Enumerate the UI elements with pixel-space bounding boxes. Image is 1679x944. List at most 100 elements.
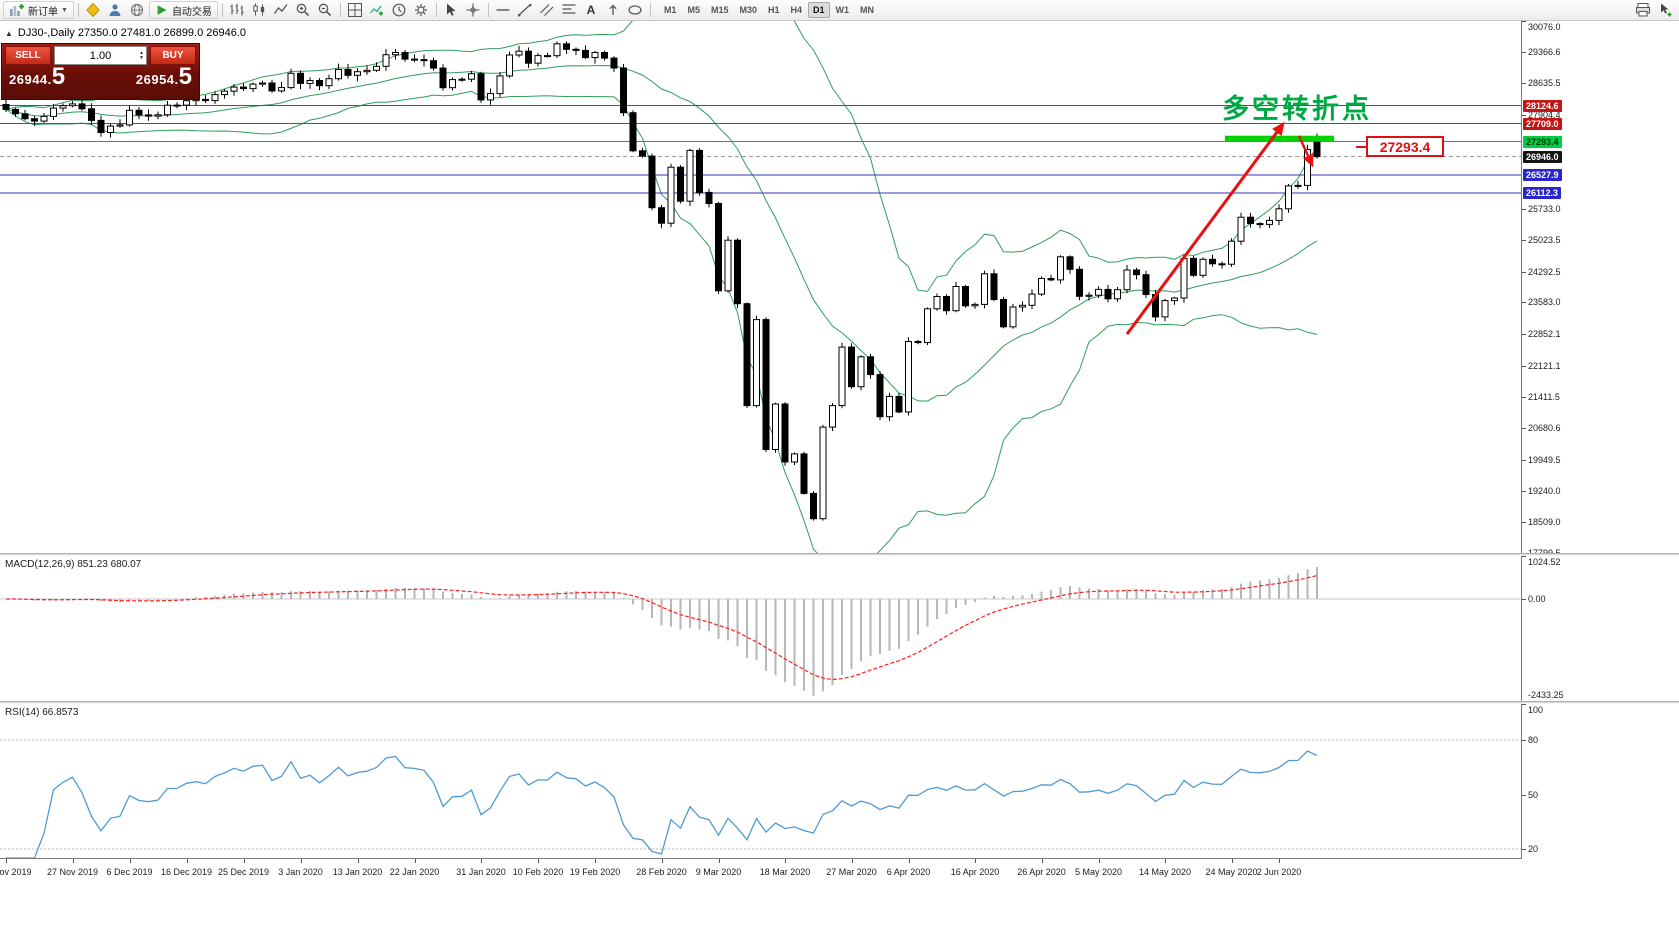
toolbar: 新订单 ▼ 自动交易 A M1 M5 M15 M30 H1 H4 D1 W1 MN <box>0 0 1679 21</box>
time-axis-label: 9 Mar 2020 <box>695 867 742 877</box>
zoom-in-button[interactable] <box>293 1 314 19</box>
candle-body <box>439 67 447 89</box>
candle-body <box>791 453 798 463</box>
candlestick-chart-button[interactable] <box>249 1 270 19</box>
price-tick-label: 29366.6 <box>1528 46 1561 57</box>
time-tick-mark <box>6 859 7 863</box>
trade-prices-row: 26944.5 26954.5 <box>2 65 199 89</box>
candle-body <box>553 43 561 57</box>
toolbar-separator <box>221 3 223 17</box>
candle-body <box>1085 294 1093 297</box>
line-chart-button[interactable] <box>271 1 292 19</box>
templates-button[interactable] <box>411 1 432 19</box>
fibonacci-tool-button[interactable] <box>559 1 580 19</box>
timeframe-w1[interactable]: W1 <box>835 5 850 15</box>
bar-chart-icon <box>230 4 244 16</box>
community-button[interactable] <box>83 1 104 19</box>
candle-body <box>743 303 751 407</box>
market-button[interactable] <box>127 1 148 19</box>
macd-panel[interactable] <box>0 556 1521 701</box>
toolbar-separator <box>77 3 79 17</box>
horizontal-line-tool-button[interactable] <box>493 1 514 19</box>
price-tick-mark <box>1522 428 1526 430</box>
spin-up-icon[interactable]: ▲ <box>139 50 144 56</box>
candle-body <box>591 52 599 59</box>
panel-splitter-rsi[interactable] <box>0 701 1679 704</box>
support-segment[interactable] <box>1224 135 1335 142</box>
candle-body <box>724 239 732 292</box>
assist-cursor-button[interactable] <box>1655 1 1676 19</box>
bollinger-middle-band <box>5 64 1318 402</box>
candle-body <box>230 86 238 92</box>
panel-splitter-macd[interactable] <box>0 553 1679 556</box>
timeframe-d1[interactable]: D1 <box>808 2 830 18</box>
candle-body <box>1038 278 1045 295</box>
candle-body <box>506 54 513 77</box>
timeframe-mn[interactable]: MN <box>860 5 875 15</box>
timeframe-m15[interactable]: M15 <box>710 5 729 15</box>
sell-button[interactable]: SELL <box>5 46 51 65</box>
crosshair-tool-button[interactable] <box>463 1 484 19</box>
rsi-tick-label: 50 <box>1528 789 1539 800</box>
horizontal-line-icon <box>496 9 510 11</box>
candle-body <box>21 113 29 120</box>
price-line-badge-27293.4: 27293.4 <box>1523 135 1562 148</box>
timeframe-h4[interactable]: H4 <box>790 5 803 15</box>
timeframe-m30[interactable]: M30 <box>739 5 757 15</box>
main-chart[interactable] <box>0 0 1521 569</box>
tile-windows-button[interactable] <box>345 1 366 19</box>
spin-down-icon[interactable]: ▼ <box>139 55 144 61</box>
price-axis[interactable]: 30076.0 29366.6 28635.5 27904.4 25733.0 25023… <box>1521 21 1679 859</box>
buy-price: 26954.5 <box>135 63 192 90</box>
rsi-tick-mark <box>1522 794 1526 796</box>
price-tick-label: 20680.6 <box>1528 423 1561 434</box>
price-tick-label: 23583.0 <box>1528 297 1561 308</box>
timeframe-m5[interactable]: M5 <box>687 5 700 15</box>
cursor-tool-button[interactable] <box>441 1 462 19</box>
candle-body <box>667 166 675 224</box>
buy-button[interactable]: BUY <box>150 46 196 65</box>
trendline-tool-button[interactable] <box>515 1 536 19</box>
candle-body <box>914 341 922 344</box>
candle-body <box>1123 269 1131 291</box>
price-tick-mark <box>1522 239 1526 241</box>
indicators-button[interactable] <box>367 1 388 19</box>
arrows-tool-button[interactable] <box>603 1 624 19</box>
price-callout-box[interactable]: 27293.4 <box>1356 136 1444 157</box>
candle-body <box>563 43 570 50</box>
candle-body <box>705 191 713 204</box>
new-order-button[interactable]: 新订单 ▼ <box>3 1 74 19</box>
toolbar-separator <box>649 3 651 17</box>
channel-tool-button[interactable] <box>537 1 558 19</box>
print-button[interactable] <box>1632 1 1653 19</box>
time-tick-mark <box>1231 859 1233 863</box>
trend-arrow-line[interactable] <box>1125 124 1284 335</box>
price-line-badge-26527.9: 26527.9 <box>1523 168 1562 181</box>
candle-body <box>1009 306 1017 328</box>
shapes-tool-button[interactable] <box>625 1 646 19</box>
cursor-plus-icon <box>1660 3 1671 17</box>
candle-body <box>1294 184 1302 187</box>
periods-button[interactable] <box>389 1 410 19</box>
zoom-in-icon <box>297 3 310 17</box>
bar-chart-button[interactable] <box>227 1 248 19</box>
time-axis-label: 31 Jan 2020 <box>456 867 506 877</box>
candle-body <box>905 341 912 413</box>
timeframe-m1[interactable]: M1 <box>663 5 677 15</box>
timeframe-h1[interactable]: H1 <box>768 5 780 15</box>
time-axis[interactable]: 18 Nov 2019 27 Nov 2019 6 Dec 2019 16 Dec 2… <box>0 858 1521 898</box>
candle-body <box>344 69 352 76</box>
rsi-panel[interactable] <box>0 704 1521 859</box>
chart-symbol-icon: ▲ <box>5 28 13 38</box>
macd-tick-label: 1024.52 <box>1528 557 1561 567</box>
time-axis-label: 26 Apr 2020 <box>1017 867 1066 877</box>
volume-input[interactable]: 1.00 ▲ ▼ <box>54 46 147 65</box>
time-tick-mark <box>357 859 359 863</box>
account-button[interactable] <box>105 1 126 19</box>
candle-body <box>316 80 323 87</box>
candle-body <box>154 114 162 117</box>
zoom-out-button[interactable] <box>315 1 336 19</box>
auto-trading-button[interactable]: 自动交易 <box>148 1 218 19</box>
text-tool-button[interactable]: A <box>581 1 602 19</box>
